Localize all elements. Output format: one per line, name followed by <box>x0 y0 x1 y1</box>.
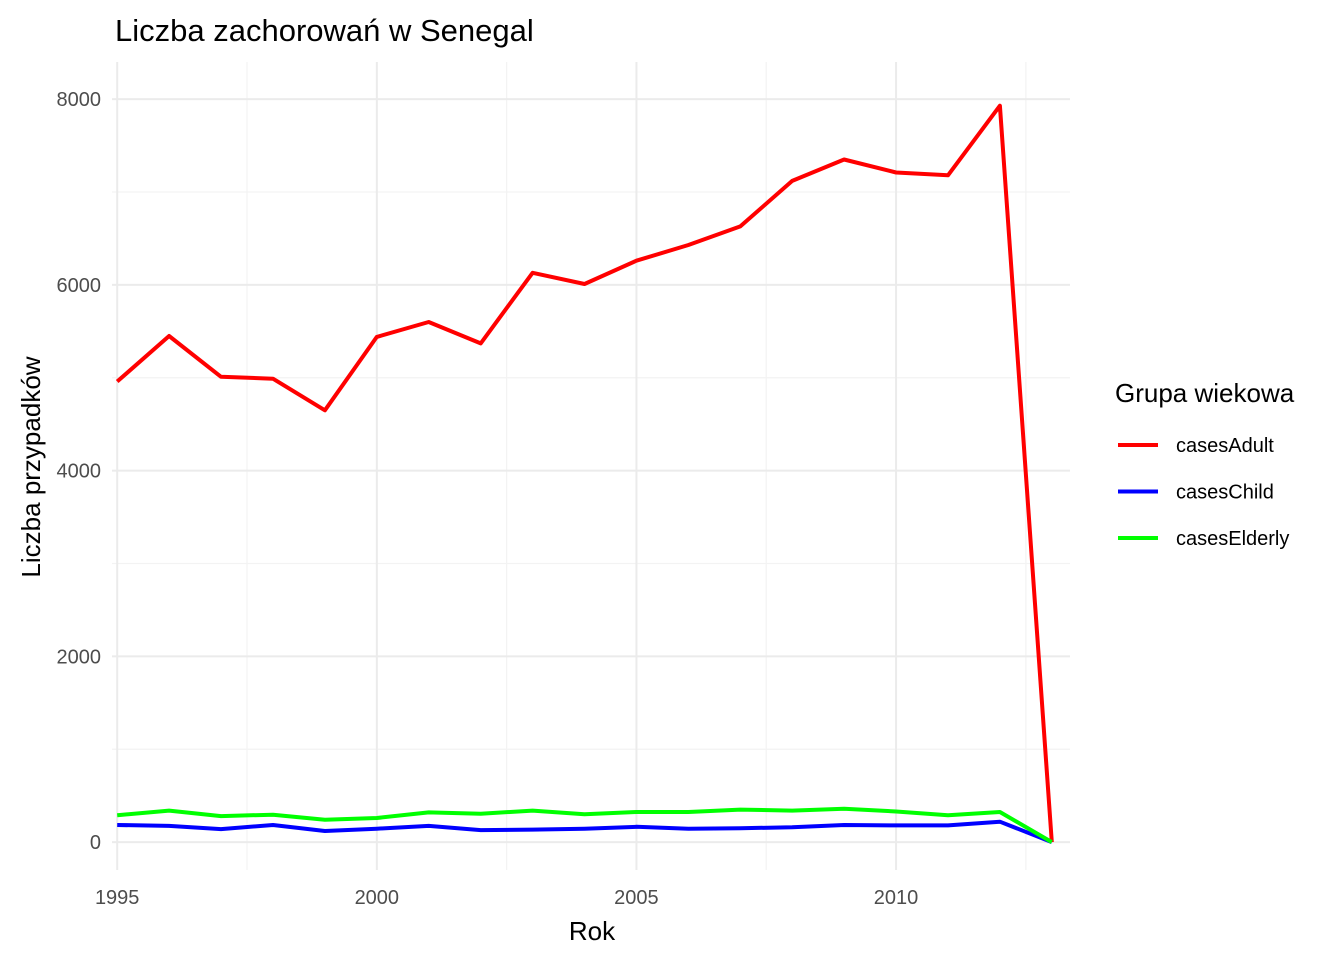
x-axis-ticks: 1995 2000 2005 2010 <box>95 887 918 909</box>
legend-label-casesElderly: casesElderly <box>1176 528 1289 550</box>
x-axis-title: Rok <box>569 916 616 946</box>
series-line-casesElderly <box>117 806 1053 844</box>
x-tick-label: 2005 <box>614 887 659 909</box>
y-axis-ticks: 0 2000 4000 6000 8000 <box>57 89 102 854</box>
grid <box>112 62 1070 870</box>
legend-label-casesAdult: casesAdult <box>1176 435 1274 457</box>
y-tick-label: 2000 <box>57 646 102 668</box>
series-line-casesChild <box>117 819 1053 844</box>
series-line-casesAdult <box>115 103 1054 843</box>
legend-label-casesChild: casesChild <box>1176 482 1274 504</box>
y-tick-label: 8000 <box>57 89 102 111</box>
y-tick-label: 0 <box>90 832 101 854</box>
series-lines <box>115 103 1054 844</box>
x-tick-label: 2000 <box>355 887 400 909</box>
y-tick-label: 6000 <box>57 275 102 297</box>
legend-items: casesAdult casesChild casesElderly <box>1118 435 1289 550</box>
legend-title: Grupa wiekowa <box>1115 378 1295 408</box>
legend: Grupa wiekowa casesAdult casesChild casesE… <box>1115 378 1295 550</box>
x-tick-label: 2010 <box>874 887 919 909</box>
chart-title: Liczba zachorowań w Senegal <box>115 13 534 48</box>
y-axis-title: Liczba przypadków <box>16 356 46 577</box>
y-tick-label: 4000 <box>57 461 102 483</box>
x-tick-label: 1995 <box>95 887 140 909</box>
